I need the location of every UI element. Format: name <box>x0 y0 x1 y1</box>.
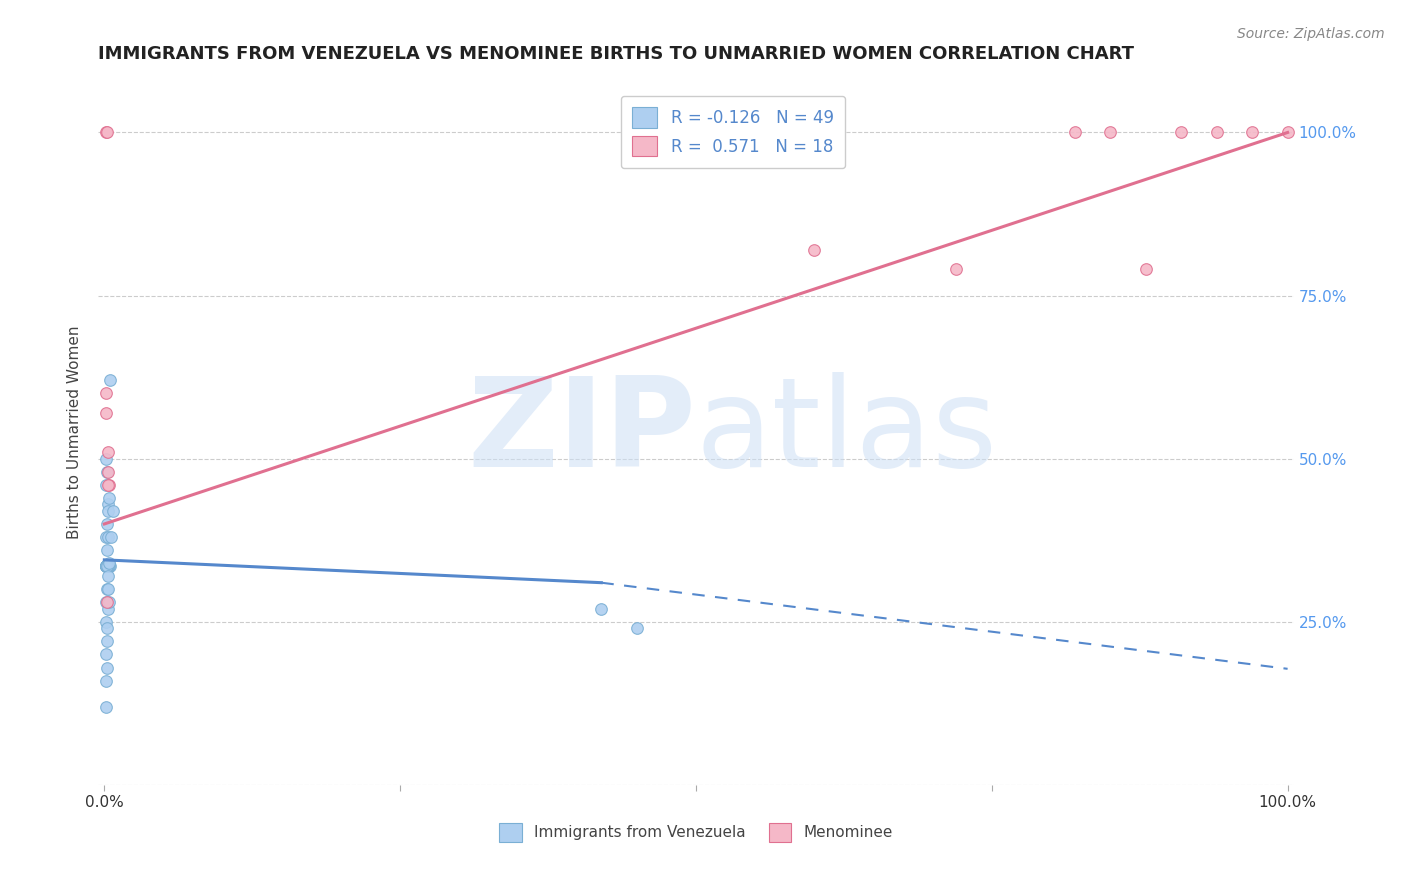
Point <box>96 582 118 597</box>
Text: atlas: atlas <box>696 372 998 493</box>
Point <box>96 559 118 574</box>
Point <box>97 559 120 574</box>
Point <box>98 559 121 574</box>
Point <box>96 634 118 648</box>
Point <box>94 615 117 629</box>
Point <box>96 543 118 558</box>
Point <box>97 559 120 574</box>
Point <box>96 465 118 479</box>
Point <box>98 559 121 574</box>
Point <box>94 559 117 574</box>
Point <box>97 445 120 459</box>
Text: IMMIGRANTS FROM VENEZUELA VS MENOMINEE BIRTHS TO UNMARRIED WOMEN CORRELATION CHA: IMMIGRANTS FROM VENEZUELA VS MENOMINEE B… <box>98 45 1135 63</box>
Point <box>94 451 117 466</box>
Point <box>100 530 122 544</box>
Point <box>97 478 120 492</box>
Text: Source: ZipAtlas.com: Source: ZipAtlas.com <box>1237 27 1385 41</box>
Point <box>97 569 120 583</box>
Point <box>1205 126 1227 140</box>
Point <box>98 478 121 492</box>
Point <box>94 648 117 662</box>
Point <box>97 465 120 479</box>
Point <box>98 556 121 570</box>
Point <box>97 559 120 574</box>
Point <box>94 559 117 574</box>
Point <box>591 602 613 616</box>
Point <box>626 621 648 635</box>
Point <box>96 126 118 140</box>
Point <box>94 559 117 574</box>
Point <box>96 595 118 609</box>
Point <box>94 530 117 544</box>
Point <box>97 504 120 518</box>
Point <box>98 491 121 505</box>
Point <box>97 602 120 616</box>
Point <box>1241 126 1264 140</box>
Point <box>94 559 117 574</box>
Point <box>94 559 117 574</box>
Point <box>96 559 118 574</box>
Point <box>1277 126 1299 140</box>
Text: ZIP: ZIP <box>467 372 696 493</box>
Point <box>94 559 117 574</box>
Point <box>98 559 121 574</box>
Point <box>97 559 120 574</box>
Point <box>1135 262 1157 277</box>
Point <box>96 516 118 531</box>
Point <box>94 673 117 688</box>
Point <box>96 621 118 635</box>
Point <box>94 406 117 420</box>
Point <box>96 559 118 574</box>
Y-axis label: Births to Unmarried Women: Births to Unmarried Women <box>67 326 83 540</box>
Point <box>96 559 118 574</box>
Point <box>94 699 117 714</box>
Point <box>94 478 117 492</box>
Point <box>97 530 120 544</box>
Point <box>94 126 117 140</box>
Point <box>97 497 120 511</box>
Point <box>97 559 120 574</box>
Point <box>94 595 117 609</box>
Point <box>945 262 967 277</box>
Point <box>98 373 121 387</box>
Point <box>97 582 120 597</box>
Point <box>94 386 117 401</box>
Point <box>96 559 118 574</box>
Legend: Immigrants from Venezuela, Menominee: Immigrants from Venezuela, Menominee <box>492 817 900 847</box>
Point <box>1063 126 1085 140</box>
Point <box>1170 126 1192 140</box>
Point <box>1099 126 1122 140</box>
Point <box>96 660 118 674</box>
Point <box>98 595 121 609</box>
Point <box>101 504 124 518</box>
Point <box>803 243 825 257</box>
Point <box>96 559 118 574</box>
